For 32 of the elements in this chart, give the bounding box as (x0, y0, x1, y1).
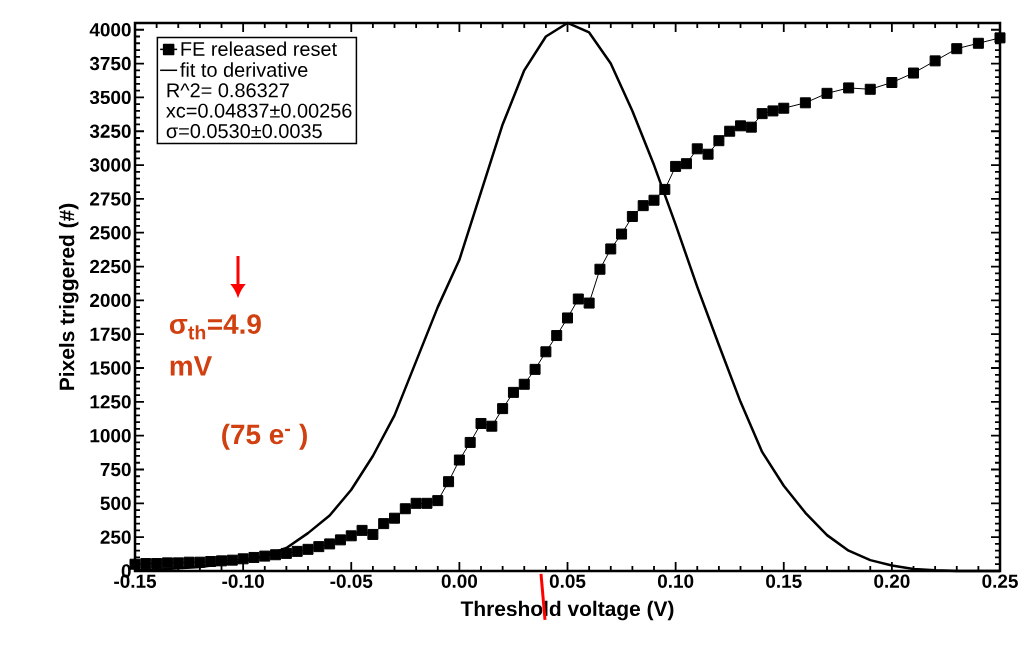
x-tick-label: -0.10 (222, 574, 264, 588)
y-tick-label: 1000 (90, 428, 131, 443)
y-tick-label: 3000 (89, 158, 131, 172)
x-tick-label: 0.05 (549, 574, 586, 588)
x-tick-label: 0.25 (982, 574, 1018, 588)
x-tick-label: -0.05 (330, 574, 373, 588)
x-tick-label: 0.20 (874, 574, 910, 588)
annotation: xc=0.04837±0.00256 (166, 103, 352, 118)
y-tick-label: 1750 (90, 327, 131, 341)
legend-label: fit to derivative (180, 62, 308, 77)
legend-label: FE released reset (181, 41, 337, 57)
x-tick-label: 0.00 (441, 574, 478, 588)
annotation: R^2= 0.86327 (167, 83, 289, 98)
y-tick-label: 3500 (89, 90, 131, 105)
y-tick-label: 2500 (90, 226, 131, 240)
y-tick-label: 1500 (90, 361, 131, 375)
y-tick-label: 250 (100, 530, 131, 544)
y-axis-title: Pixels triggered (#) (58, 203, 79, 390)
y-tick-label: 1250 (90, 395, 131, 409)
annotation: σ=0.0530±0.0035 (166, 124, 322, 139)
y-tick-label: 3250 (89, 124, 131, 138)
y-tick-label: 2250 (90, 259, 131, 274)
y-tick-label: 2750 (90, 192, 131, 206)
y-tick-label: 2000 (90, 293, 131, 308)
y-tick-label: 3750 (89, 56, 131, 71)
y-tick-label: 750 (100, 462, 131, 477)
x-tick-label: 0.15 (766, 574, 802, 588)
annotation: (75 e$^{-}$ ) (222, 423, 307, 450)
y-tick-label: 500 (100, 496, 131, 511)
y-tick-label: 4000 (89, 23, 131, 37)
annotation: σ$_{th}$=4.9 mV (169, 314, 261, 376)
x-tick-label: 0.10 (657, 574, 694, 588)
